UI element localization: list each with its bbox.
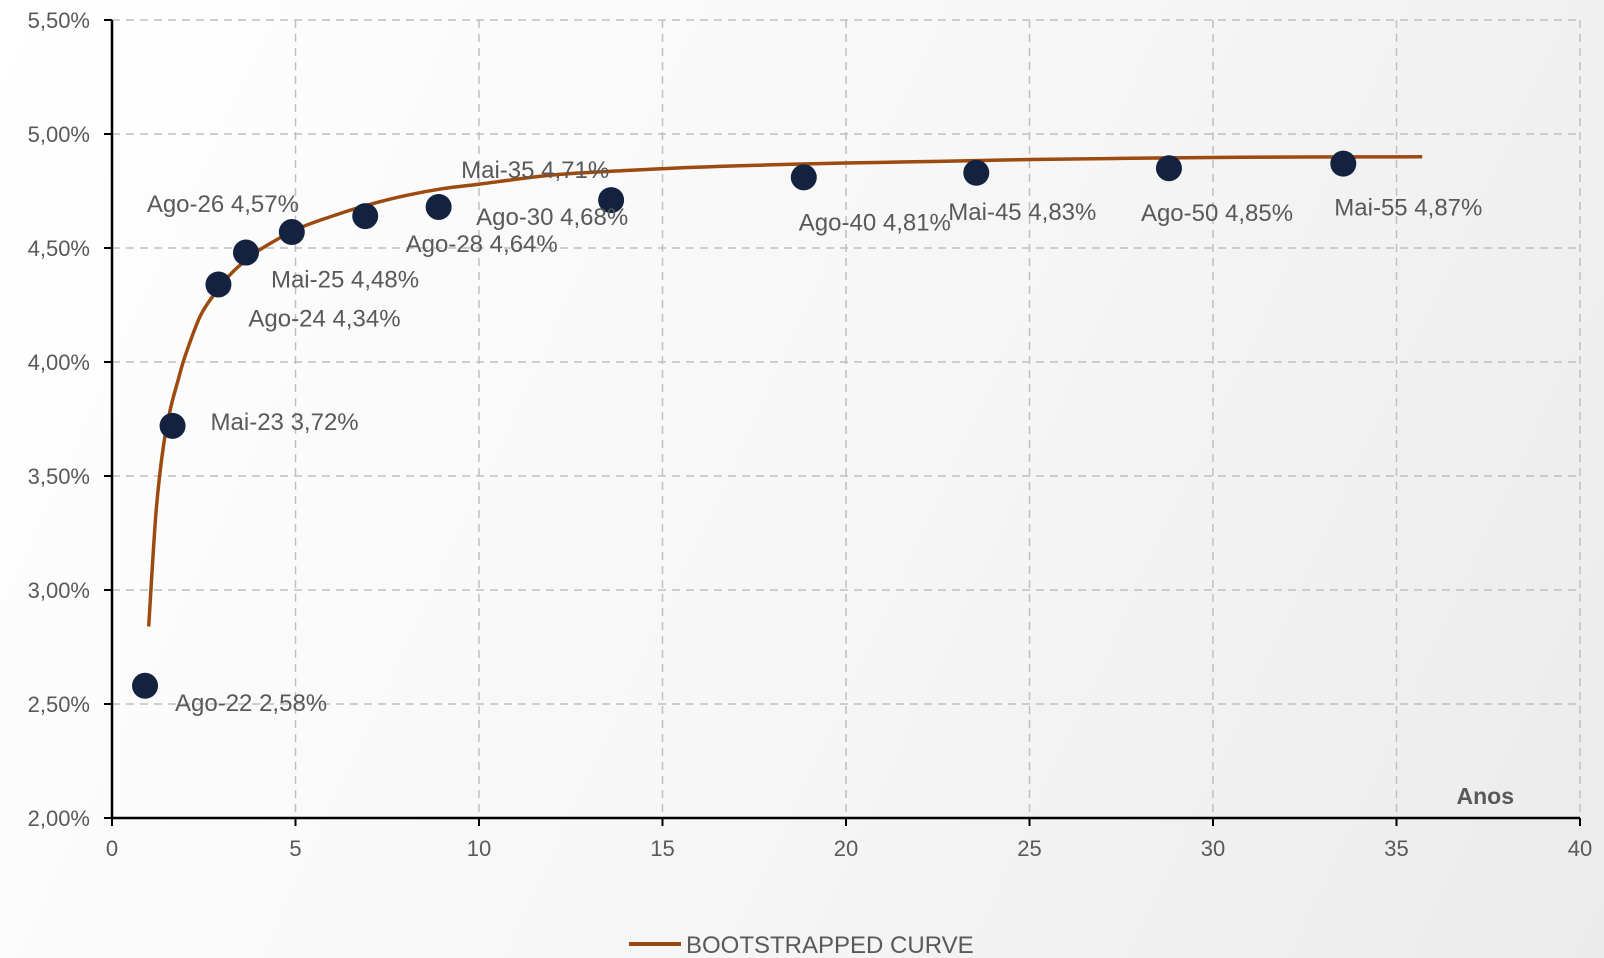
y-tick-label: 3,00% [28,578,90,603]
data-point-marker [132,672,159,699]
y-tick-label: 5,00% [28,122,90,147]
point-label: Mai-55 4,87% [1334,195,1482,222]
y-tick-labels: 2,00% 2,50% 3,00% 3,50% 4,00% 4,50% 5,00% 5,50% [28,8,90,831]
y-tick-label: 4,00% [28,350,90,375]
legend[interactable]: BOOTSTRAPPED CURVE [629,932,974,958]
data-point-marker [425,193,452,220]
data-point-marker [790,164,817,191]
x-tick-label: 20 [834,836,858,861]
point-label: Ago-40 4,81% [799,209,951,236]
bootstrapped-curve-line [146,155,1423,627]
point-label: Ago-22 2,58% [175,690,327,717]
legend-label-bootstrapped-curve: BOOTSTRAPPED CURVE [686,932,974,958]
x-tick-label: 10 [467,836,491,861]
point-label: Ago-24 4,34% [248,305,400,332]
point-label: Ago-30 4,68% [476,204,628,231]
x-tick-label: 30 [1201,836,1225,861]
data-point-marker [1330,150,1357,177]
x-tick-label: 5 [289,836,301,861]
point-label: Mai-25 4,48% [271,267,419,294]
data-point-marker [278,219,305,246]
x-tick-label: 15 [650,836,674,861]
x-tick-label: 40 [1568,836,1592,861]
x-axis-title: Anos [1457,783,1515,809]
y-tick-label: 2,50% [28,692,90,717]
y-tick-label: 4,50% [28,236,90,261]
bootstrapped-curve-series [146,155,1423,627]
y-tick-label: 3,50% [28,464,90,489]
y-tick-label: 5,50% [28,8,90,33]
x-tick-label: 25 [1017,836,1041,861]
data-point-marker [963,159,990,186]
data-point-marker [159,412,186,439]
data-point-marker [598,187,625,214]
data-point-marker [205,271,232,298]
grid-lines [112,19,1581,818]
data-point-marker [352,203,379,230]
y-tick-label: 2,00% [28,806,90,831]
data-point-marker [1155,155,1182,182]
x-tick-label: 35 [1384,836,1408,861]
data-points [132,150,1357,699]
point-label: Mai-45 4,83% [948,199,1096,226]
point-label: Mai-23 3,72% [211,409,359,436]
data-point-marker [232,239,259,266]
point-label: Mai-35 4,71% [461,157,609,184]
x-tick-labels: 0 5 10 15 20 25 30 35 40 [106,836,1592,861]
point-label: Ago-50 4,85% [1141,200,1293,227]
axes [104,19,1581,826]
point-label: Ago-28 4,64% [406,231,558,258]
x-tick-label: 0 [106,836,118,861]
point-label: Ago-26 4,57% [147,191,299,218]
point-labels: Ago-22 2,58% Mai-23 3,72% Ago-24 4,34% Mai-… [147,157,1483,717]
